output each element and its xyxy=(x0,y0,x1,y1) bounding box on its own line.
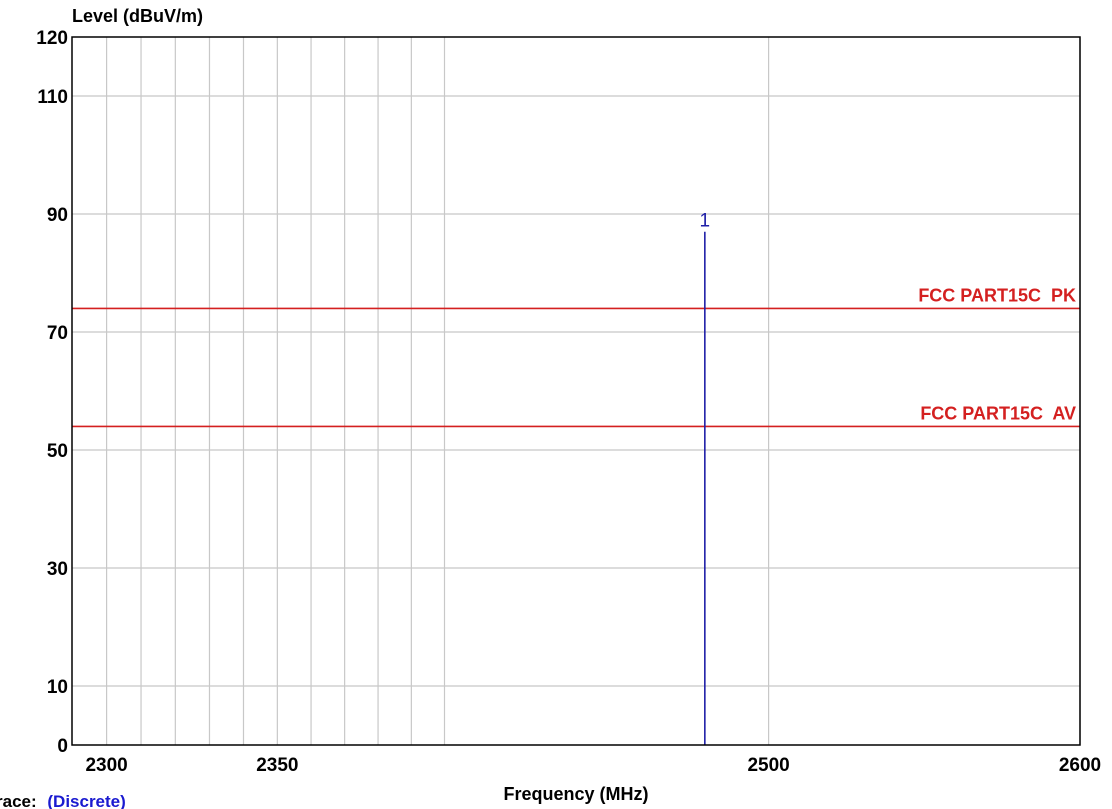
x-axis-label: Frequency (MHz) xyxy=(503,784,648,804)
limit-line-label: FCC PART15C AV xyxy=(920,403,1076,423)
x-tick-label: 2600 xyxy=(1059,755,1101,776)
x-gridlines xyxy=(105,37,1081,745)
x-tick-label: 2350 xyxy=(256,755,298,776)
y-axis-label: Level (dBuV/m) xyxy=(72,6,203,26)
markers: 1 xyxy=(700,211,711,745)
limit-lines: FCC PART15C PK FCC PART15C AV xyxy=(72,285,1080,428)
x-tick-labels: 2300 2350 2500 2600 xyxy=(85,755,1101,776)
marker-label: 1 xyxy=(700,211,711,232)
limit-line-label: FCC PART15C PK xyxy=(918,285,1076,305)
y-tick-label: 120 xyxy=(36,28,68,49)
y-tick-label: 90 xyxy=(47,205,68,226)
plot-frame xyxy=(71,36,1081,746)
x-tick-label: 2300 xyxy=(85,755,127,776)
y-tick-label: 10 xyxy=(47,677,68,698)
x-tick-label: 2500 xyxy=(747,755,789,776)
y-tick-labels: 0 10 30 50 70 90 110 120 xyxy=(36,28,68,757)
y-tick-label: 70 xyxy=(47,323,68,344)
trace-prefix: race: xyxy=(0,792,37,809)
y-tick-label: 50 xyxy=(47,441,68,462)
y-tick-label: 0 xyxy=(57,736,68,757)
y-tick-label: 30 xyxy=(47,559,68,580)
y-gridlines xyxy=(72,95,1080,687)
y-tick-label: 110 xyxy=(37,87,68,108)
trace-value: (Discrete) xyxy=(47,792,125,809)
trace-legend: race: (Discrete) xyxy=(0,792,126,809)
